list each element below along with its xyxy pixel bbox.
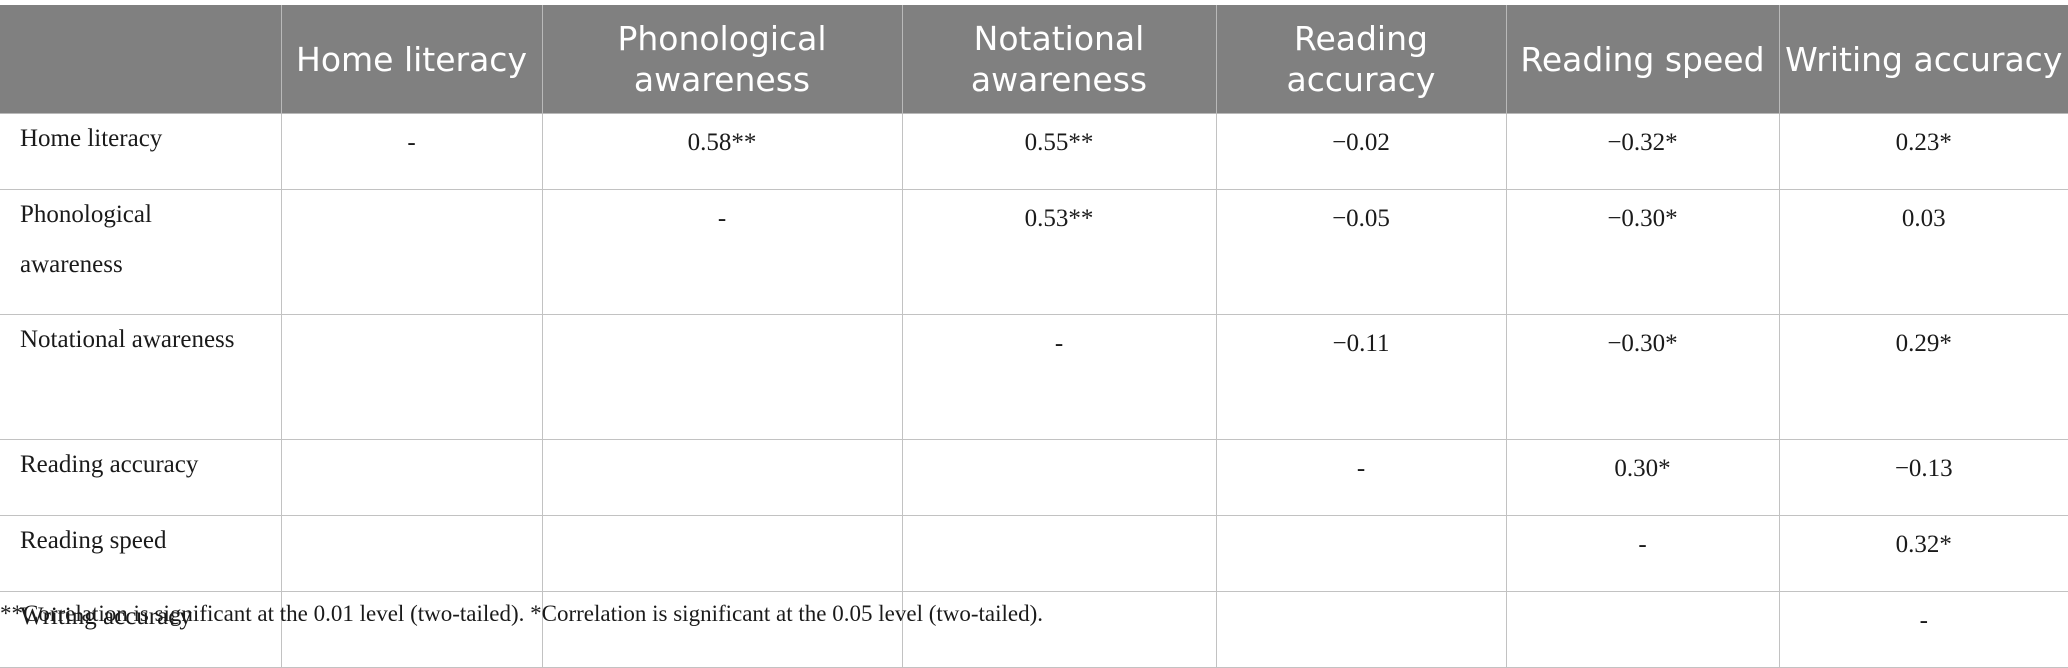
table-cell [280,314,543,440]
table-cell [1505,591,1780,668]
table-row: Reading accuracy - 0.30* −0.13 [0,439,2068,516]
table-cell: −0.30* [1505,189,1780,315]
table-cell: - [1778,591,2068,668]
table-cell: 0.29* [1778,314,2068,440]
column-header-notational-awareness: Notational awareness [901,5,1217,114]
table-cell: 0.53** [901,189,1217,315]
table-cell: −0.30* [1505,314,1780,440]
table-row: Notational awareness - −0.11 −0.30* 0.29… [0,314,2068,440]
table-cell: - [1505,515,1780,592]
column-header-home-literacy: Home literacy [280,5,543,114]
column-header-reading-accuracy: Reading accuracy [1215,5,1507,114]
row-label: Notational awareness [0,314,282,440]
table-cell [280,439,543,516]
table-cell [901,439,1217,516]
table-cell [1215,515,1507,592]
table-cell: 0.58** [541,113,903,190]
table-cell: - [280,113,543,190]
table-cell [541,314,903,440]
correlation-table-container: Home literacy Phonological awareness Not… [0,5,2068,668]
table-cell: - [541,189,903,315]
table-cell: 0.23* [1778,113,2068,190]
column-header-phonological-awareness: Phonological awareness [541,5,903,114]
row-label: Home literacy [0,113,282,190]
table-cell: 0.32* [1778,515,2068,592]
table-cell: −0.11 [1215,314,1507,440]
table-cell [541,515,903,592]
table-cell: −0.02 [1215,113,1507,190]
column-header-reading-speed: Reading speed [1505,5,1780,114]
table-cell [280,515,543,592]
row-label: Reading accuracy [0,439,282,516]
table-row: Phonological awareness - 0.53** −0.05 −0… [0,189,2068,315]
correlation-table: Home literacy Phonological awareness Not… [0,5,2068,668]
table-cell: - [1215,439,1507,516]
table-cell: 0.30* [1505,439,1780,516]
table-cell [901,515,1217,592]
header-row: Home literacy Phonological awareness Not… [0,5,2068,114]
table-cell: 0.55** [901,113,1217,190]
column-header-writing-accuracy: Writing accuracy [1778,5,2068,114]
table-row: Reading speed - 0.32* [0,515,2068,592]
table-cell [280,189,543,315]
table-row: Home literacy - 0.58** 0.55** −0.02 −0.3… [0,113,2068,190]
table-cell: 0.03 [1778,189,2068,315]
table-cell: - [901,314,1217,440]
table-cell: −0.05 [1215,189,1507,315]
column-header-corner [0,5,282,114]
row-label: Reading speed [0,515,282,592]
table-cell: −0.13 [1778,439,2068,516]
table-footnote: **Correlation is significant at the 0.01… [0,601,1044,626]
row-label: Phonological awareness [0,189,282,315]
table-cell [1215,591,1507,668]
table-cell: −0.32* [1505,113,1780,190]
table-cell [541,439,903,516]
